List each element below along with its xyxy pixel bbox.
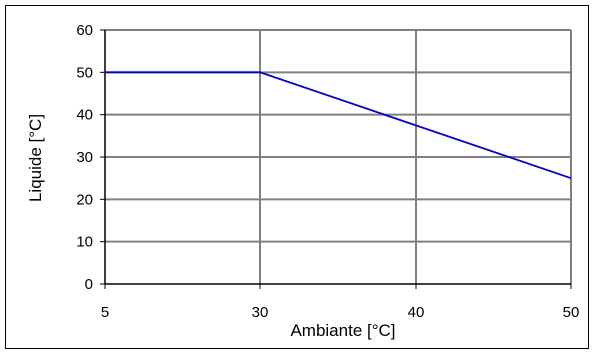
series-line	[105, 71, 572, 180]
y-tick-label: 10	[76, 234, 93, 251]
y-tick-label: 60	[76, 22, 93, 39]
y-tick-label: 30	[76, 149, 93, 166]
y-axis-label: Liquide [°C]	[26, 114, 45, 202]
x-tick-label: 40	[408, 304, 425, 321]
x-axis-label: Ambiante [°C]	[290, 321, 395, 340]
y-tick-label: 40	[76, 107, 93, 124]
y-tick-label: 0	[85, 276, 93, 293]
grid-lines	[105, 29, 572, 284]
axes	[100, 29, 572, 289]
series-group	[105, 71, 572, 180]
y-tick-label: 50	[76, 64, 93, 81]
y-tick-label: 20	[76, 191, 93, 208]
x-tick-label: 50	[563, 304, 580, 321]
x-tick-labels: 5 30 40 50	[101, 304, 580, 321]
x-tick-label: 5	[101, 304, 109, 321]
x-tick-label: 30	[252, 304, 269, 321]
chart-frame	[5, 5, 589, 349]
y-tick-labels: 0 10 20 30 40 50 60	[76, 22, 93, 293]
